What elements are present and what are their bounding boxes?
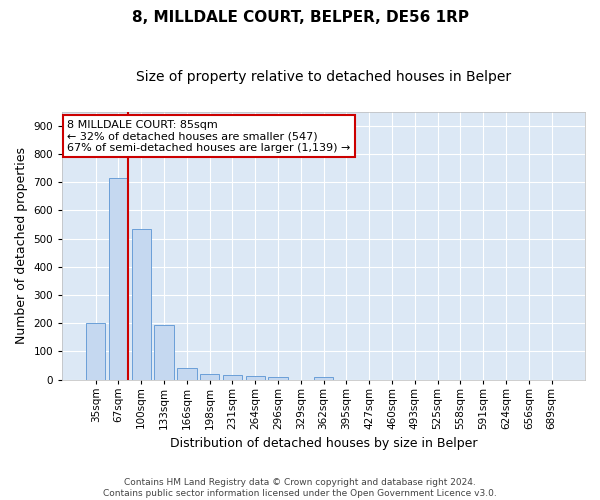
Bar [245, 376, 265, 380]
Text: Contains HM Land Registry data © Crown copyright and database right 2024.
Contai: Contains HM Land Registry data © Crown c… [103, 478, 497, 498]
Title: Size of property relative to detached houses in Belper: Size of property relative to detached ho… [136, 70, 511, 84]
Bar [314, 378, 333, 380]
Bar [200, 374, 220, 380]
Bar [131, 229, 151, 380]
Y-axis label: Number of detached properties: Number of detached properties [15, 147, 28, 344]
X-axis label: Distribution of detached houses by size in Belper: Distribution of detached houses by size … [170, 437, 478, 450]
Bar [86, 323, 106, 380]
Bar [177, 368, 197, 380]
Text: 8, MILLDALE COURT, BELPER, DE56 1RP: 8, MILLDALE COURT, BELPER, DE56 1RP [131, 10, 469, 25]
Text: 8 MILLDALE COURT: 85sqm
← 32% of detached houses are smaller (547)
67% of semi-d: 8 MILLDALE COURT: 85sqm ← 32% of detache… [67, 120, 351, 153]
Bar [223, 376, 242, 380]
Bar [154, 325, 174, 380]
Bar [268, 377, 288, 380]
Bar [109, 178, 128, 380]
